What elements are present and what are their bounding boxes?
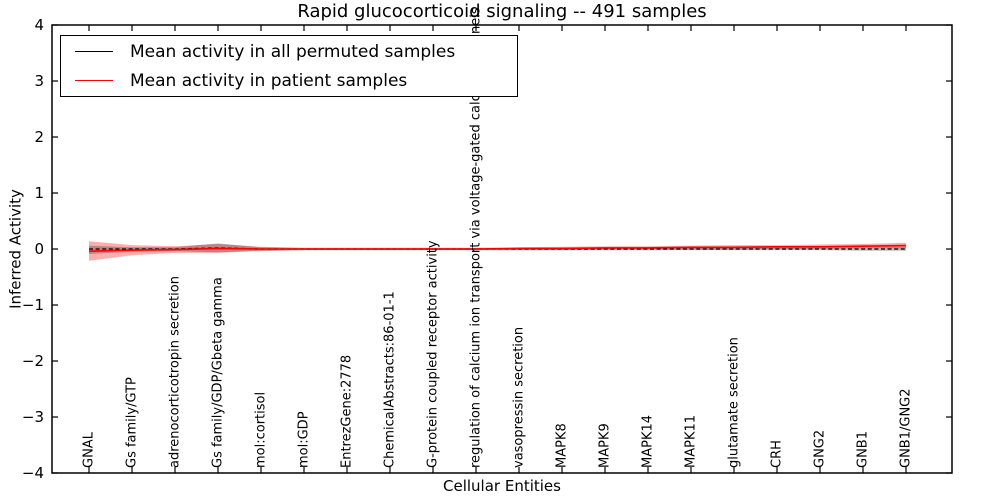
legend-item-label: Mean activity in all permuted samples xyxy=(130,41,456,62)
y-tick-label: 3 xyxy=(34,72,44,90)
x-tick-label: MAPK9 xyxy=(598,423,613,468)
y-tick-label: 1 xyxy=(34,184,44,202)
permuted-line-sample xyxy=(75,51,113,52)
x-tick-label: G-protein coupled receptor activity xyxy=(426,240,441,468)
x-tick-label: CRH xyxy=(770,440,785,468)
y-tick-label: 4 xyxy=(34,16,44,34)
plot-border xyxy=(51,24,953,474)
x-tick-label: MAPK8 xyxy=(555,423,570,468)
y-tick-label: 2 xyxy=(34,128,44,146)
x-tick-label: MAPK11 xyxy=(684,415,699,468)
x-tick-label: GNB1/GNG2 xyxy=(899,388,914,468)
y-tick-label: −4 xyxy=(22,464,44,482)
y-tick-label: −1 xyxy=(22,296,44,314)
x-tick-label: Gs family/GTP xyxy=(125,377,140,468)
x-tick-label: mol:GDP xyxy=(297,411,312,468)
legend: Mean activity in all permuted samples Me… xyxy=(60,35,518,97)
permuted-mean-line xyxy=(89,247,906,250)
legend-item-patient: Mean activity in patient samples xyxy=(61,68,517,93)
x-tick-label: GNAL xyxy=(82,431,97,468)
x-tick-label: GNG2 xyxy=(813,430,828,468)
x-tick-label: adrenocorticotropin secretion xyxy=(168,276,183,468)
x-tick-label: mol:cortisol xyxy=(254,392,269,468)
x-tick-label: ChemicalAbstracts:86-01-1 xyxy=(383,291,398,468)
patient-mean-line xyxy=(88,244,907,252)
x-tick-label: regulation of calcium ion transport via … xyxy=(469,7,484,468)
chart-title: Rapid glucocorticoid signaling -- 491 sa… xyxy=(297,1,707,22)
y-tick-label: −2 xyxy=(22,352,44,370)
x-axis-label: Cellular Entities xyxy=(443,477,561,495)
x-tick-label: Gs family/GDP/Gbeta gamma xyxy=(211,277,226,468)
x-tick-label: vasopressin secretion xyxy=(512,327,527,468)
x-tick-label: glutamate secretion xyxy=(727,337,742,468)
x-tick-label: EntrezGene:2778 xyxy=(340,355,355,468)
x-tick-label: GNB1 xyxy=(856,431,871,468)
y-tick-label: −3 xyxy=(22,408,44,426)
legend-item-permuted: Mean activity in all permuted samples xyxy=(61,39,517,64)
y-tick-label: 0 xyxy=(34,240,44,258)
legend-item-label: Mean activity in patient samples xyxy=(130,70,408,91)
patient-band xyxy=(89,241,906,261)
patient-line-sample xyxy=(75,80,113,81)
x-tick-label: MAPK14 xyxy=(641,415,656,468)
